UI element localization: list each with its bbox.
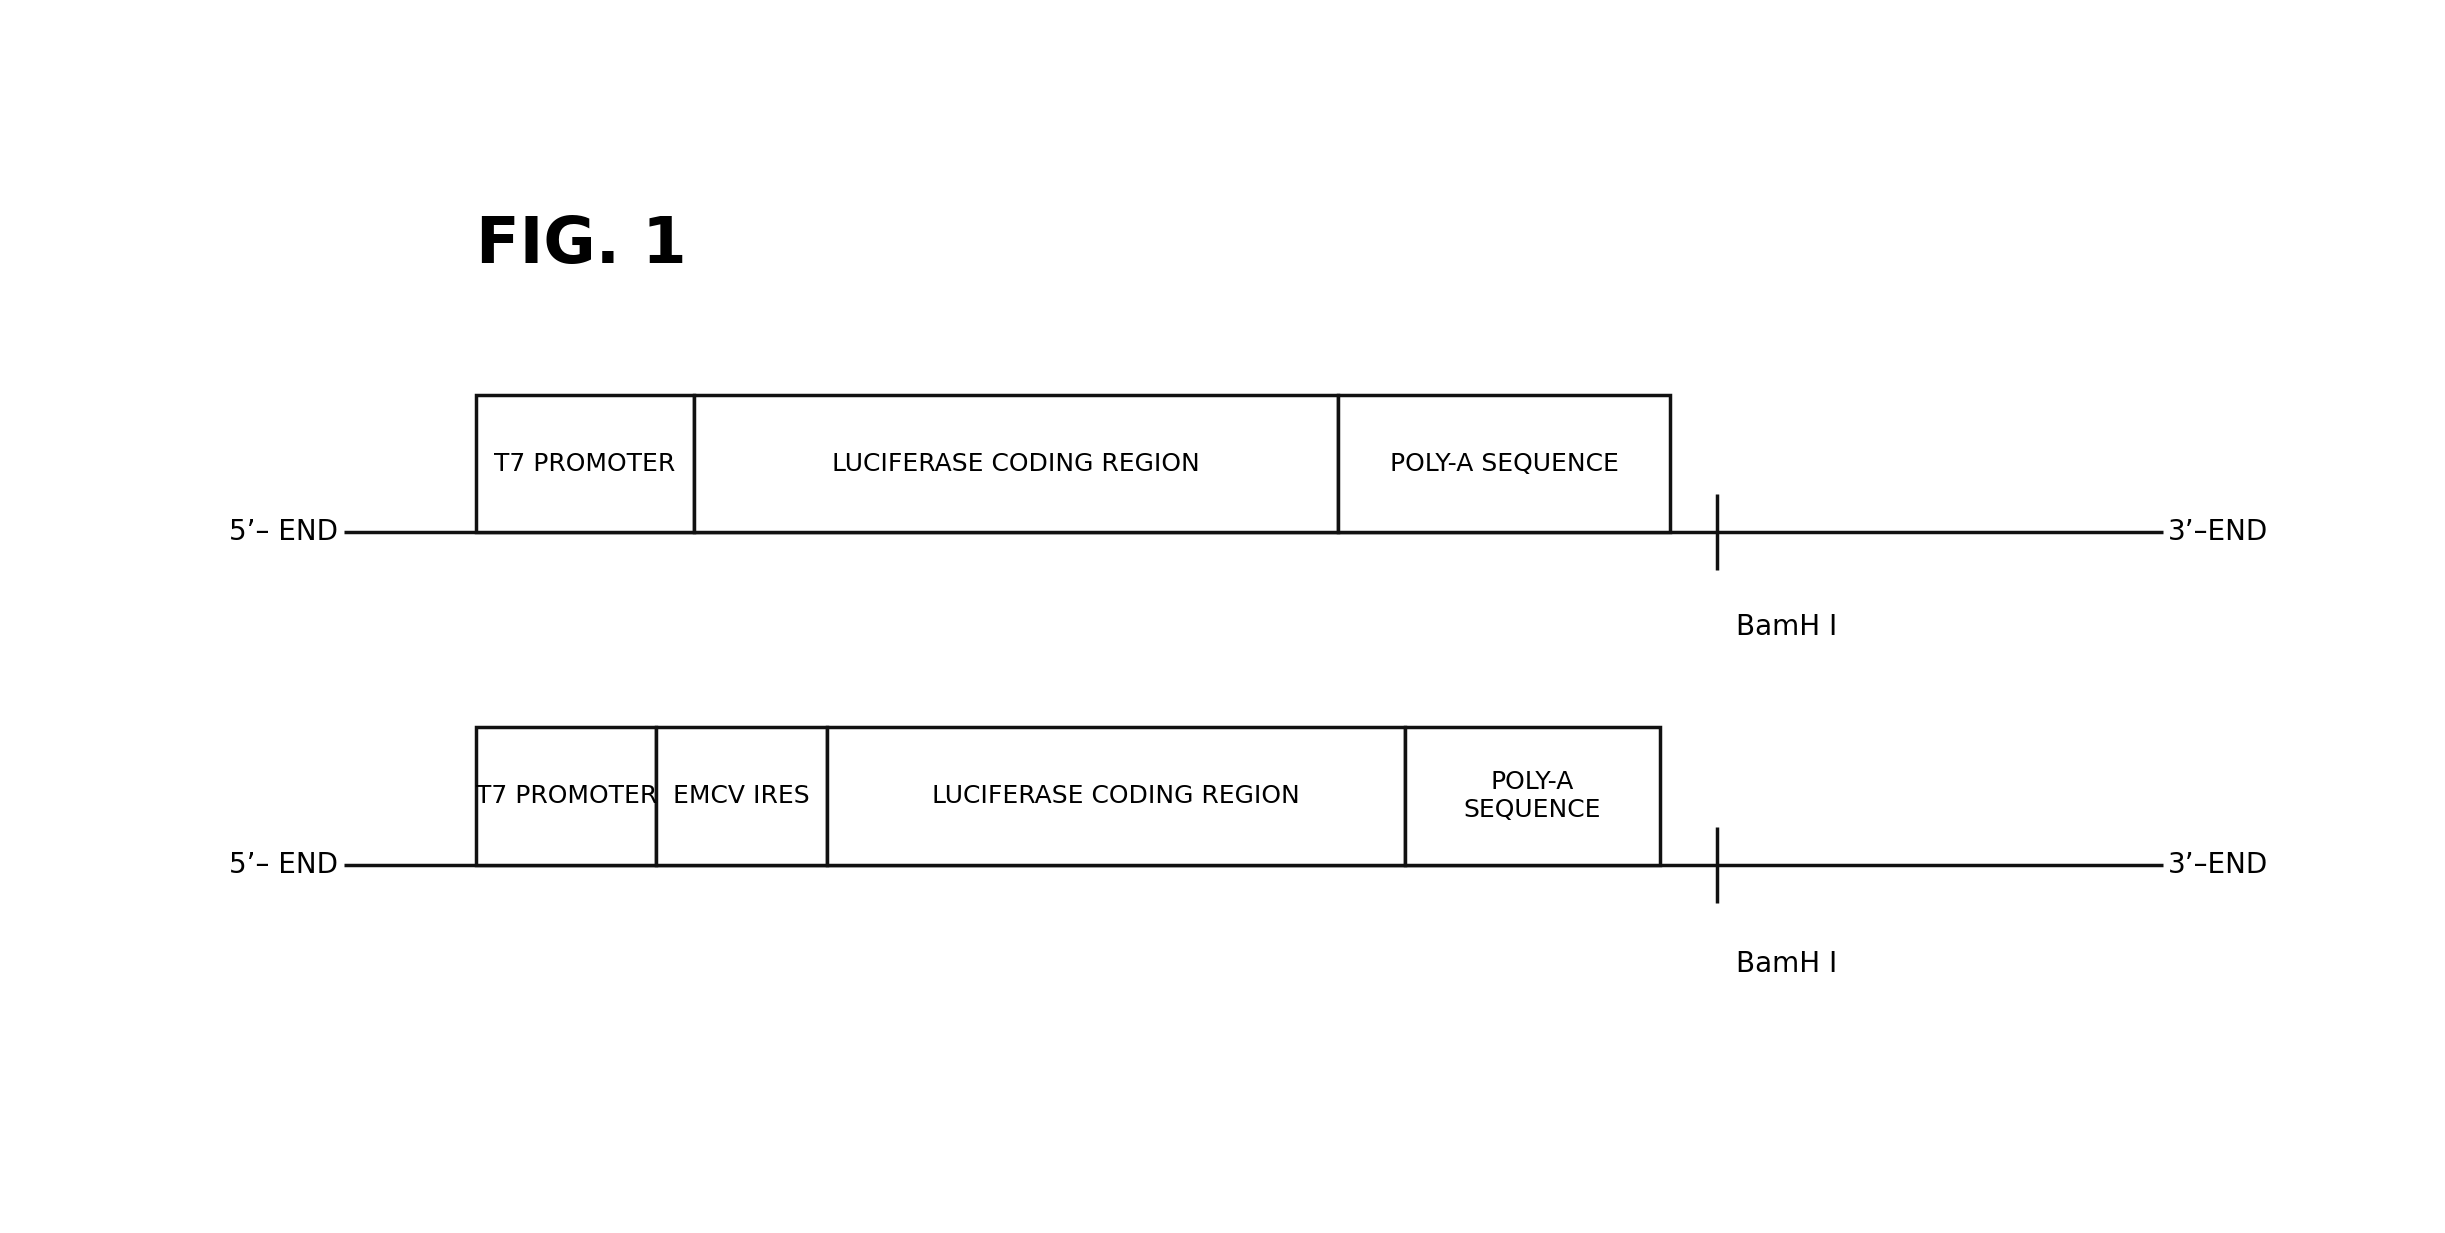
Text: POLY-A
SEQUENCE: POLY-A SEQUENCE <box>1465 771 1601 822</box>
Text: 3’–END: 3’–END <box>2169 851 2269 879</box>
Text: LUCIFERASE CODING REGION: LUCIFERASE CODING REGION <box>932 784 1301 808</box>
Bar <box>1403 727 1660 864</box>
Bar <box>655 727 826 864</box>
Text: FIG. 1: FIG. 1 <box>477 215 687 276</box>
Text: T7 PROMOTER: T7 PROMOTER <box>474 784 658 808</box>
Text: POLY-A SEQUENCE: POLY-A SEQUENCE <box>1389 451 1619 476</box>
Text: EMCV IRES: EMCV IRES <box>672 784 809 808</box>
Bar <box>694 395 1337 533</box>
Bar <box>1337 395 1670 533</box>
Text: 3’–END: 3’–END <box>2169 518 2269 546</box>
Bar <box>826 727 1406 864</box>
Text: 5’– END: 5’– END <box>230 518 337 546</box>
Text: BamH I: BamH I <box>1736 951 1839 978</box>
Text: LUCIFERASE CODING REGION: LUCIFERASE CODING REGION <box>831 451 1200 476</box>
Bar <box>477 727 655 864</box>
Text: T7 PROMOTER: T7 PROMOTER <box>494 451 675 476</box>
Bar <box>477 395 694 533</box>
Text: 5’– END: 5’– END <box>230 851 337 879</box>
Text: BamH I: BamH I <box>1736 613 1839 641</box>
